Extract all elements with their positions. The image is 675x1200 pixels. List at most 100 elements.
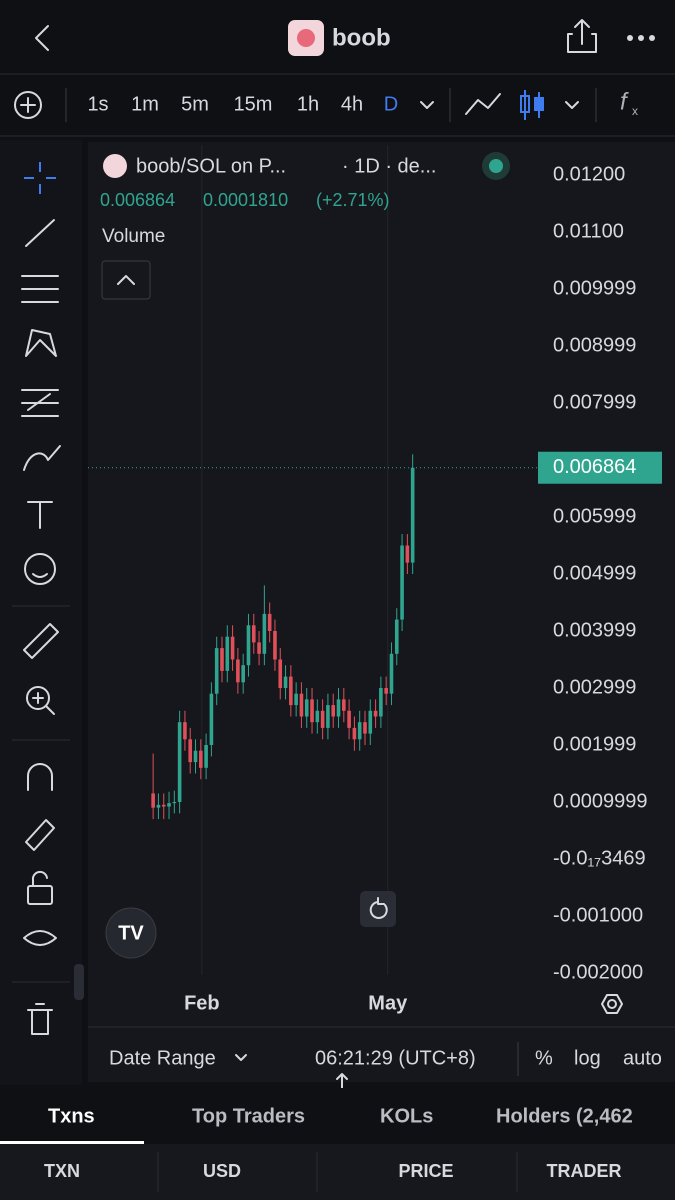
collapse-handle[interactable] [74, 964, 84, 1000]
table-header [0, 1144, 675, 1200]
indicators-button-x[interactable]: x [632, 104, 638, 118]
log-toggle[interactable]: log [574, 1047, 601, 1069]
chart-subtitle: · 1D · de... [342, 155, 436, 177]
candle-body [209, 693, 214, 745]
brush-tool[interactable] [23, 445, 61, 471]
share-button[interactable] [567, 19, 597, 53]
delete-tool[interactable] [27, 1003, 53, 1035]
percent-toggle[interactable]: % [535, 1047, 553, 1069]
candle-body [236, 659, 240, 683]
candle-body [352, 727, 357, 740]
candle-body [294, 693, 298, 706]
candle-body [315, 710, 320, 723]
auto-toggle[interactable]: auto [623, 1047, 662, 1069]
tab[interactable]: Top Traders [192, 1105, 305, 1127]
candle-body [357, 722, 362, 740]
visibility-tool[interactable] [23, 930, 57, 946]
pair-icon [103, 154, 127, 178]
drawing-toolbar [0, 140, 82, 1085]
reset-chart-icon[interactable] [369, 897, 388, 919]
candle-body [262, 613, 267, 654]
candle-body [220, 648, 224, 671]
candle-body [257, 642, 261, 654]
time-label: 06:21:29 (UTC+8) [315, 1047, 476, 1069]
candle-body [151, 793, 155, 808]
candle-body [278, 659, 283, 688]
interval-button[interactable]: 1m [131, 93, 159, 115]
candle-body [246, 625, 251, 666]
tab-bar [0, 1088, 675, 1144]
column-header[interactable]: TRADER [547, 1161, 622, 1181]
indicators-button[interactable]: f [620, 88, 629, 115]
candle-body [161, 804, 166, 807]
collapse-legend-button[interactable] [101, 260, 151, 300]
ruler-tool[interactable] [23, 623, 59, 659]
y-tick-label: 0.003999 [553, 619, 636, 641]
column-header[interactable]: PRICE [398, 1161, 453, 1181]
candle-body [331, 705, 336, 717]
text-tool[interactable] [27, 501, 53, 529]
reset-chart-button[interactable] [360, 891, 396, 927]
tradingview-logo [105, 907, 157, 959]
status-indicator-dot [489, 159, 503, 173]
last-price-tag [538, 451, 662, 484]
add-indicator-button[interactable] [14, 91, 42, 119]
candle-body [193, 750, 198, 763]
interval-button[interactable]: 4h [341, 93, 363, 115]
emoji-tool[interactable] [24, 553, 56, 585]
candle-body [273, 630, 277, 660]
line-chart-button[interactable] [465, 93, 501, 115]
y-tick-label: 0.01200 [553, 163, 625, 185]
magnet-tool[interactable] [27, 763, 53, 791]
lock-tool[interactable] [27, 870, 53, 905]
tradingview-logo-mark: TV [118, 922, 144, 944]
y-tick-label: 0.004999 [553, 562, 636, 584]
collapse-legend-icon[interactable] [117, 275, 135, 285]
candle-body [384, 687, 388, 694]
lock-drawing-tool[interactable] [25, 819, 55, 851]
tab[interactable]: Holders (2,462 [496, 1105, 633, 1127]
y-tick-label: -0.0₁₇3469 [553, 847, 646, 869]
quote-last: 0.006864 [100, 190, 175, 210]
pattern-tool[interactable] [25, 329, 57, 357]
candle-body [400, 545, 404, 620]
tab[interactable]: KOLs [380, 1105, 433, 1127]
candle-body [283, 676, 288, 688]
candle-body [177, 722, 182, 803]
candle-body [214, 648, 219, 694]
column-header[interactable]: USD [203, 1161, 241, 1181]
plot: Feb May 0.01200 0.01100 0.009999 0.008999 0.00… [88, 145, 662, 1014]
candle-chart-button[interactable] [520, 90, 544, 120]
more-button[interactable] [627, 35, 655, 41]
candle-body [326, 705, 330, 728]
interval-button[interactable]: 5m [181, 93, 209, 115]
settings-button[interactable] [601, 994, 623, 1014]
interval-button[interactable]: 15m [234, 93, 273, 115]
crosshair-tool[interactable] [24, 162, 56, 194]
fib-tool[interactable] [21, 275, 59, 303]
candle-body [204, 744, 208, 768]
interval-button[interactable]: D [384, 93, 398, 115]
candle-body [363, 722, 367, 734]
date-range-dropdown[interactable] [235, 1054, 247, 1061]
tab[interactable]: Txns [48, 1105, 95, 1127]
column-header[interactable]: TXN [44, 1161, 80, 1181]
candle-body [394, 619, 399, 654]
back-button[interactable] [35, 25, 49, 51]
candle-body [167, 803, 171, 807]
prediction-tool[interactable] [21, 389, 59, 417]
candle-body [251, 625, 256, 643]
y-tick-label: 0.001999 [553, 733, 636, 755]
date-range-button[interactable]: Date Range [109, 1047, 216, 1069]
candle-body [310, 699, 314, 723]
interval-dropdown[interactable] [420, 101, 434, 109]
zoom-tool[interactable] [26, 686, 55, 715]
interval-button[interactable]: 1h [297, 93, 319, 115]
chart-type-dropdown[interactable] [565, 101, 579, 109]
y-tick-label: 0.008999 [553, 334, 636, 356]
candle-body [304, 699, 309, 717]
interval-button[interactable]: 1s [87, 93, 108, 115]
candle-body [368, 710, 373, 734]
trendline-tool[interactable] [25, 219, 55, 247]
